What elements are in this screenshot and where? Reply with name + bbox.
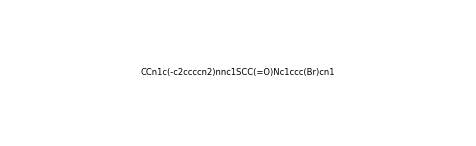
Text: CCn1c(-c2ccccn2)nnc1SCC(=O)Nc1ccc(Br)cn1: CCn1c(-c2ccccn2)nnc1SCC(=O)Nc1ccc(Br)cn1 (141, 68, 335, 78)
